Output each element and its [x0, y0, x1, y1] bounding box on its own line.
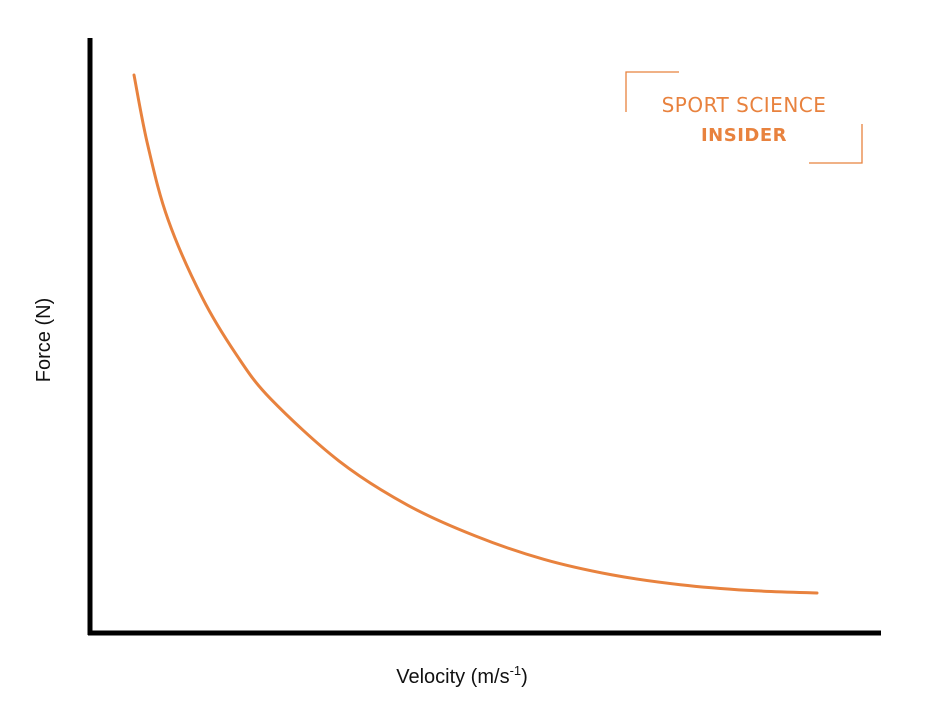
- data-points: [133, 74, 818, 594]
- x-axis-label-superscript: -1: [510, 663, 522, 678]
- logo-bracket-bottom-right: [809, 124, 863, 164]
- logo-bracket-top-left: [625, 71, 679, 112]
- logo-text-line2: INSIDER: [701, 125, 787, 146]
- logo: SPORT SCIENCE INSIDER: [625, 71, 863, 164]
- logo-text-line1: SPORT SCIENCE: [662, 93, 827, 117]
- x-axis-label: Velocity (m/s-1): [396, 663, 528, 688]
- x-axis-label-main: Velocity (m/s: [396, 666, 509, 688]
- x-axis-label-tail: ): [521, 666, 528, 688]
- series-line: [132, 73, 819, 595]
- y-axis-label: Force (N): [33, 298, 55, 382]
